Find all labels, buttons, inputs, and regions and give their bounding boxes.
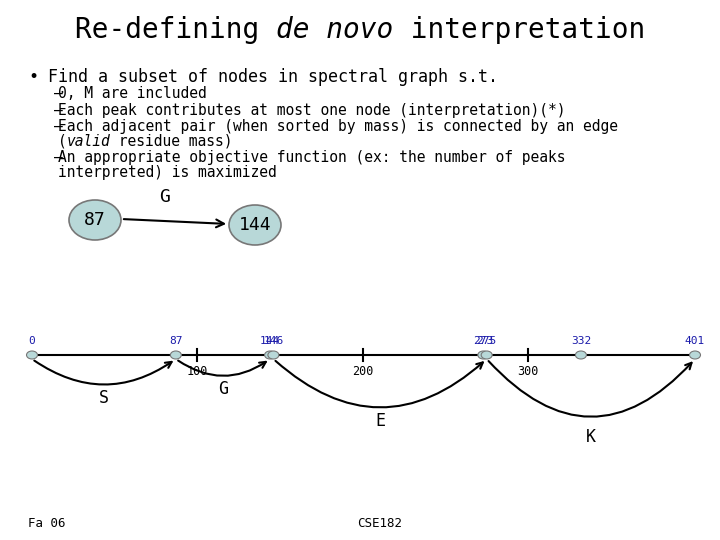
Text: interpreted) is maximized: interpreted) is maximized xyxy=(58,165,276,179)
Text: 87: 87 xyxy=(169,336,183,346)
Ellipse shape xyxy=(268,351,279,359)
Text: –: – xyxy=(54,86,63,101)
Text: Re-defining: Re-defining xyxy=(76,16,276,44)
Text: 401: 401 xyxy=(685,336,705,346)
Ellipse shape xyxy=(481,351,492,359)
Text: E: E xyxy=(375,412,385,430)
Text: (: ( xyxy=(58,133,67,148)
Text: Each adjacent pair (when sorted by mass) is connected by an edge: Each adjacent pair (when sorted by mass)… xyxy=(58,119,618,134)
Text: de novo: de novo xyxy=(276,16,394,44)
Ellipse shape xyxy=(27,351,37,359)
Text: Fa 06: Fa 06 xyxy=(28,517,66,530)
Ellipse shape xyxy=(478,351,489,359)
Ellipse shape xyxy=(575,351,586,359)
Text: interpretation: interpretation xyxy=(394,16,644,44)
Text: 87: 87 xyxy=(84,211,106,229)
Text: CSE182: CSE182 xyxy=(358,517,402,530)
Text: valid: valid xyxy=(67,133,110,148)
Text: 0, M are included: 0, M are included xyxy=(58,86,207,101)
Ellipse shape xyxy=(229,205,281,245)
Text: Find a subset of nodes in spectral graph s.t.: Find a subset of nodes in spectral graph… xyxy=(48,68,498,86)
Text: 300: 300 xyxy=(518,365,539,378)
Text: 144: 144 xyxy=(260,336,280,346)
Text: 200: 200 xyxy=(352,365,374,378)
Text: K: K xyxy=(586,428,596,446)
Text: 273: 273 xyxy=(473,336,493,346)
Ellipse shape xyxy=(690,351,701,359)
Text: residue mass): residue mass) xyxy=(110,133,233,148)
Ellipse shape xyxy=(69,200,121,240)
Text: 0: 0 xyxy=(29,336,35,346)
Text: G: G xyxy=(160,188,171,206)
Text: G: G xyxy=(218,381,228,399)
Text: S: S xyxy=(99,389,109,407)
Text: 275: 275 xyxy=(477,336,497,346)
Text: •: • xyxy=(28,68,38,86)
Text: –: – xyxy=(54,119,63,134)
Ellipse shape xyxy=(171,351,181,359)
Text: –: – xyxy=(54,150,63,165)
Text: –: – xyxy=(54,103,63,118)
Text: An appropriate objective function (ex: the number of peaks: An appropriate objective function (ex: t… xyxy=(58,150,565,165)
Text: 146: 146 xyxy=(264,336,284,346)
Text: 332: 332 xyxy=(571,336,591,346)
Text: 144: 144 xyxy=(239,216,271,234)
Ellipse shape xyxy=(264,351,276,359)
Text: 100: 100 xyxy=(186,365,208,378)
Text: Each peak contributes at most one node (interpretation)(*): Each peak contributes at most one node (… xyxy=(58,103,565,118)
